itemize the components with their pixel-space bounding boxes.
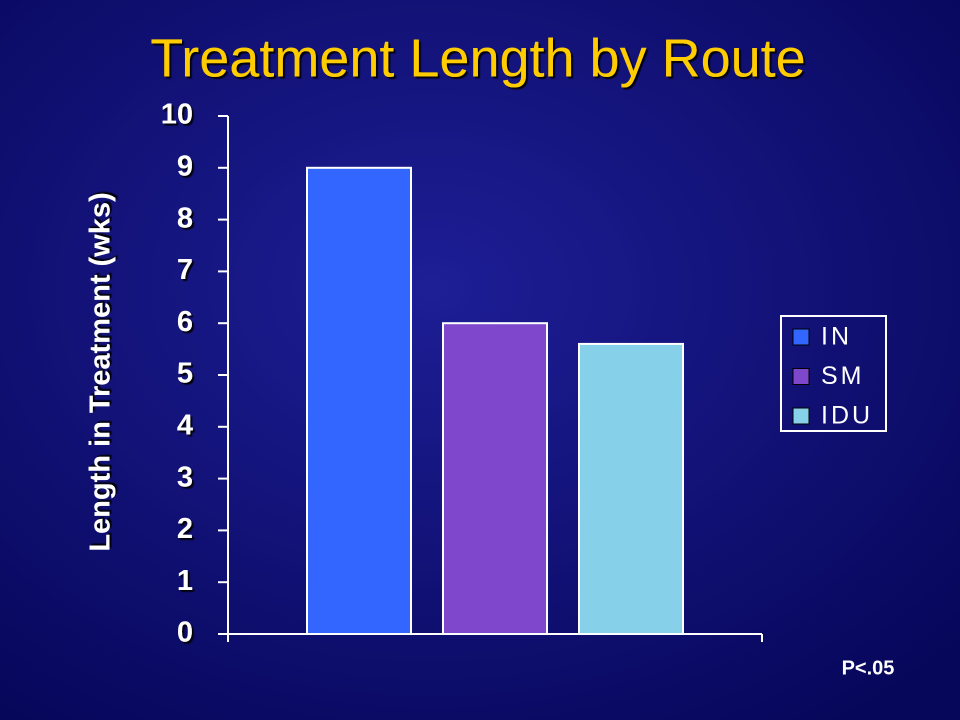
- annotation: P<.05: [842, 657, 895, 679]
- y-tick-label: 9: [177, 150, 193, 182]
- bar: [578, 342, 684, 635]
- chart-title: Treatment Length by Route: [150, 28, 805, 88]
- legend-label: IDU: [821, 402, 873, 430]
- legend-box: [780, 315, 887, 432]
- y-axis-label: Length in Treatment (wks): [85, 192, 117, 551]
- y-tick-label: 10: [161, 99, 193, 131]
- y-tick-label: 7: [177, 254, 193, 286]
- y-tick-label: 8: [177, 202, 193, 234]
- legend-swatch: [792, 407, 810, 425]
- bar: [442, 322, 548, 635]
- y-tick-label: 3: [177, 461, 193, 493]
- legend-label: SM: [821, 362, 865, 390]
- y-tick-label: 5: [177, 358, 193, 390]
- y-tick-label: 0: [177, 617, 193, 649]
- y-tick-label: 1: [177, 565, 193, 597]
- y-tick-label: 2: [177, 513, 193, 545]
- legend-swatch: [792, 328, 810, 346]
- y-tick-label: 6: [177, 306, 193, 338]
- y-tick-label: 4: [177, 409, 193, 441]
- legend-swatch: [792, 368, 810, 385]
- bar: [306, 166, 412, 636]
- legend-label: IN: [821, 323, 852, 351]
